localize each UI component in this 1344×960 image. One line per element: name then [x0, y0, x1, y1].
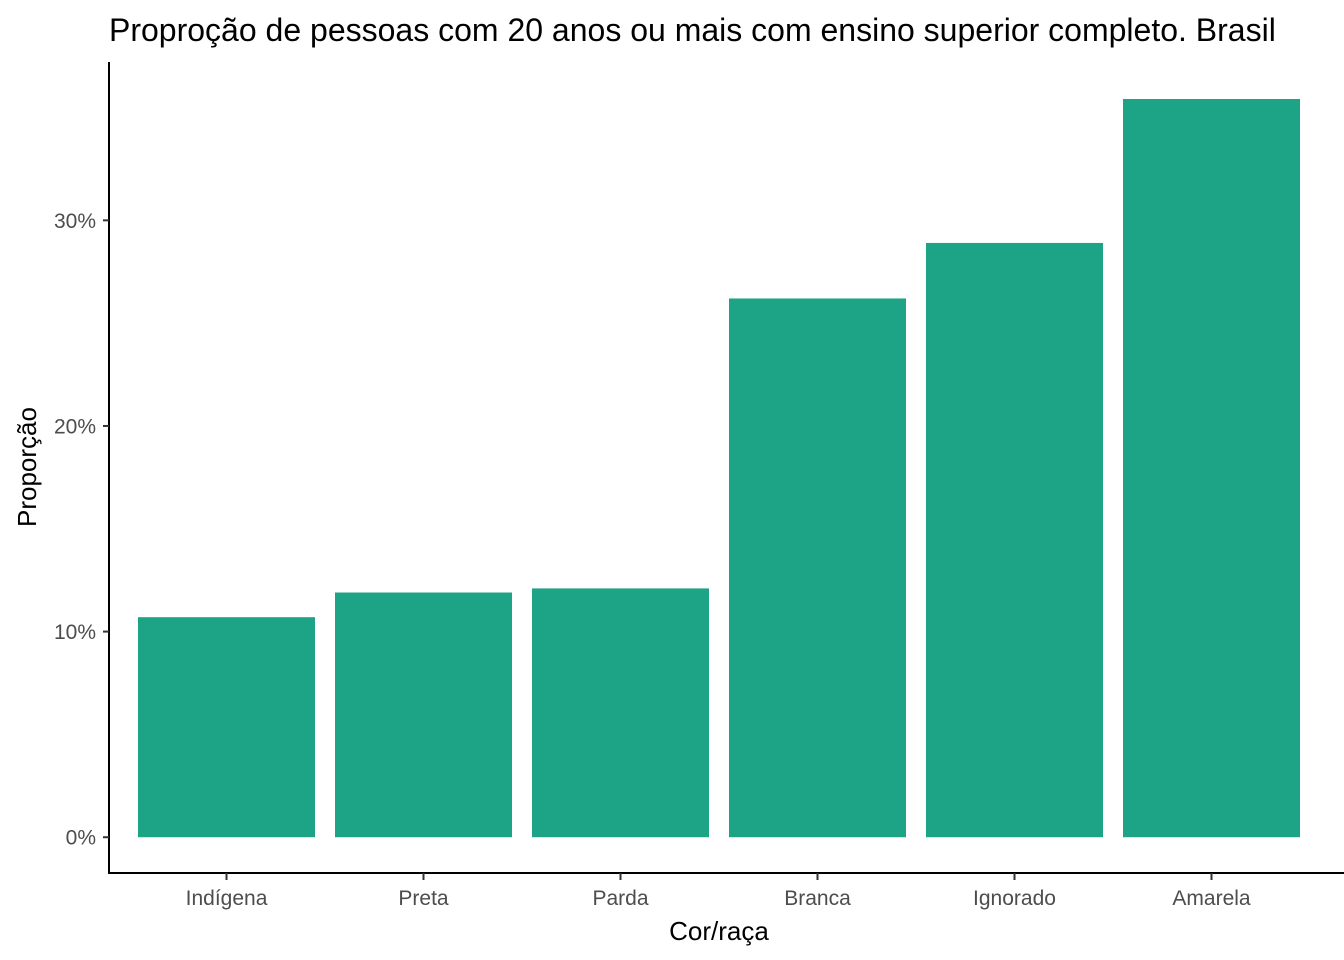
y-tick-label: 10%	[54, 621, 96, 644]
bar-indígena	[138, 617, 315, 838]
bar-preta	[335, 592, 512, 838]
bar-amarela	[1123, 99, 1300, 838]
x-tick-label: Parda	[592, 887, 648, 910]
bar-parda	[532, 588, 709, 838]
x-tick-label: Ignorado	[973, 887, 1056, 910]
y-tick-label: 20%	[54, 415, 96, 438]
bars-group	[138, 99, 1300, 838]
x-tick-label: Indígena	[186, 887, 268, 910]
x-tick-label: Branca	[784, 887, 851, 910]
y-tick-label: 0%	[66, 827, 96, 850]
bar-branca	[729, 298, 906, 838]
y-axis-ticks: 0% 10% 20% 30%	[54, 210, 109, 850]
bar-ignorado	[926, 242, 1103, 838]
x-axis-title: Cor/raça	[669, 916, 769, 946]
y-tick-label: 30%	[54, 210, 96, 233]
chart-title: Proproção de pessoas com 20 anos ou mais…	[109, 12, 1276, 48]
x-tick-label: Amarela	[1172, 887, 1251, 910]
x-axis-ticks: Indígena Preta Parda Branca Ignorado Amarela	[186, 873, 1251, 910]
x-tick-label: Preta	[398, 887, 449, 910]
y-axis-title: Proporção	[12, 407, 42, 527]
